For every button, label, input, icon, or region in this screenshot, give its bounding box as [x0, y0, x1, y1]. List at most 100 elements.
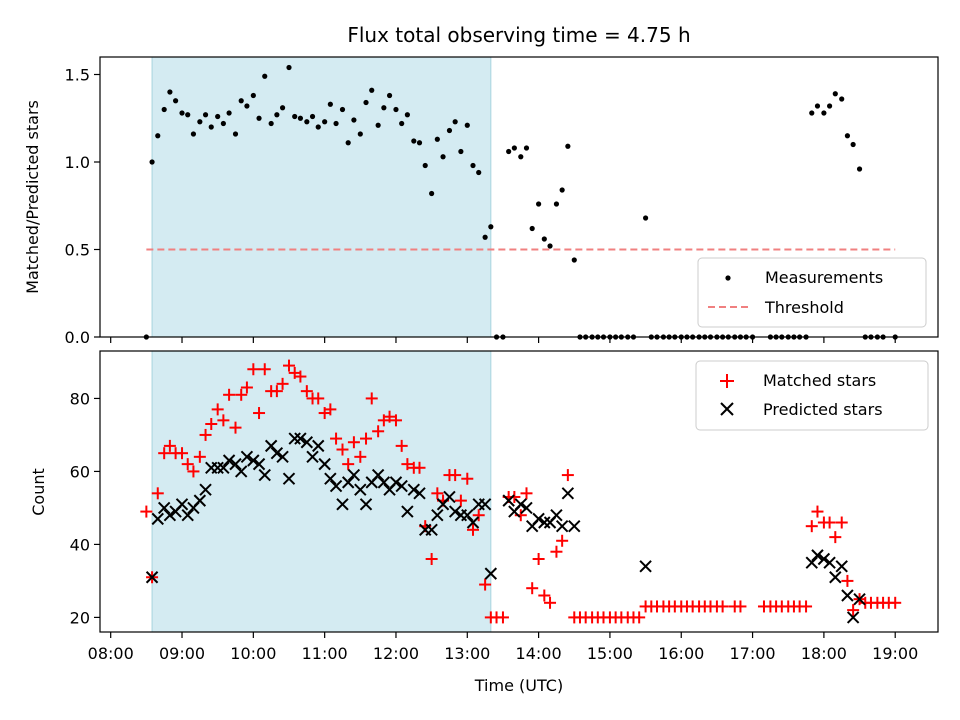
top-legend: Measurements Threshold [697, 257, 927, 328]
matched-star-point [841, 574, 854, 587]
matched-star-point [889, 596, 902, 609]
matched-star-point [514, 509, 527, 522]
predicted-star-point [163, 509, 177, 522]
matched-star-point [294, 370, 307, 383]
predicted-star-point [555, 519, 569, 533]
measurement-point [238, 98, 244, 104]
matched-star-point [176, 447, 189, 460]
measurement-point [179, 110, 185, 116]
matched-star-point [354, 450, 367, 463]
measurement-point [814, 103, 821, 109]
measurement-point [262, 73, 268, 79]
matched-star-point [479, 578, 492, 591]
matched-star-point [532, 553, 545, 566]
matched-star-point [461, 472, 474, 485]
matched-star-point [360, 432, 373, 445]
matched-star-point [163, 439, 176, 452]
predicted-star-point [222, 454, 236, 467]
bottom-y-axis-label: Count [29, 468, 48, 516]
predicted-star-point [318, 457, 331, 471]
matched-star-point [538, 589, 551, 602]
top-x-ticks [110, 337, 896, 343]
predicted-star-point [252, 457, 266, 471]
predicted-star-point [568, 519, 581, 533]
predicted-star-point [407, 483, 421, 496]
measurement-point [506, 148, 512, 155]
matched-star-point [330, 432, 343, 445]
y-tick-label: 80 [70, 389, 90, 408]
predicted-star-point [835, 560, 848, 573]
predicted-star-point [276, 450, 289, 464]
legend-predicted-marker [720, 402, 734, 416]
predicted-star-point [805, 556, 818, 569]
predicted-star-point [484, 567, 498, 580]
predicted-star-point [145, 571, 159, 584]
measurement-point [476, 169, 482, 176]
predicted-star-point [520, 501, 533, 515]
measurement-point [416, 140, 423, 146]
measurement-point [369, 87, 375, 93]
measurement-point [856, 166, 863, 172]
matched-star-point [425, 553, 438, 566]
measurement-point [250, 92, 256, 99]
matched-star-point [342, 458, 355, 471]
matched-star-point [550, 545, 563, 558]
measurement-point [386, 92, 393, 99]
matched-star-point [347, 436, 360, 449]
matched-star-point [734, 600, 747, 613]
bottom-plot-frame [99, 350, 939, 633]
matched-star-point [372, 425, 385, 438]
matched-star-point [633, 611, 646, 624]
predicted-star-point [829, 571, 842, 584]
bottom-panel: 20 40 60 80 08:00 09:00 10:00 11:00 12:00 13:00 1… [29, 350, 939, 695]
measurement-point [279, 105, 286, 111]
matched-star-point [829, 531, 842, 544]
matched-star-point [431, 487, 444, 500]
measurement-point [523, 145, 530, 151]
matched-star-point [496, 611, 509, 624]
predicted-star-point [466, 516, 480, 529]
predicted-star-point [359, 498, 373, 511]
predicted-star-point [639, 560, 652, 573]
predicted-star-point [538, 516, 551, 529]
legend-measurements-label: Measurements [765, 268, 883, 287]
x-tick-label: 09:00 [159, 644, 205, 663]
measurement-point [202, 112, 209, 118]
predicted-star-point [395, 479, 408, 493]
x-tick-label: 14:00 [516, 644, 562, 663]
predicted-star-point [235, 465, 248, 478]
predicted-star-point [502, 494, 515, 507]
measurement-point [429, 190, 435, 197]
y-tick-label: 60 [70, 462, 90, 481]
measurement-point [809, 110, 815, 116]
measurement-point [357, 131, 363, 137]
measurement-point [215, 113, 221, 120]
matched-star-point [235, 388, 248, 401]
x-tick-label: 11:00 [302, 644, 348, 663]
matched-star-point [253, 407, 266, 420]
predicted-star-point [336, 498, 349, 511]
predicted-star-point [157, 501, 171, 515]
measurement-point [850, 141, 856, 148]
matched-star-point [383, 410, 396, 423]
measurement-point [511, 145, 517, 151]
matched-star-point [247, 363, 260, 376]
measurement-point [393, 106, 399, 113]
measurement-point [333, 120, 339, 127]
legend-measurements-marker [725, 275, 731, 281]
measurement-point [155, 133, 161, 139]
measurement-point [458, 148, 464, 155]
predicted-star-point [211, 461, 224, 474]
measurement-point [404, 112, 410, 118]
matched-star-point [199, 428, 212, 441]
measurement-point [292, 113, 298, 120]
predicted-star-point [300, 436, 314, 449]
matched-star-point [835, 516, 848, 529]
predicted-star-point [294, 432, 307, 445]
matched-star-point [282, 359, 295, 372]
predicted-star-point [371, 468, 385, 482]
measurement-point [274, 112, 280, 118]
predicted-star-point [329, 479, 343, 493]
matched-star-point [800, 600, 813, 613]
